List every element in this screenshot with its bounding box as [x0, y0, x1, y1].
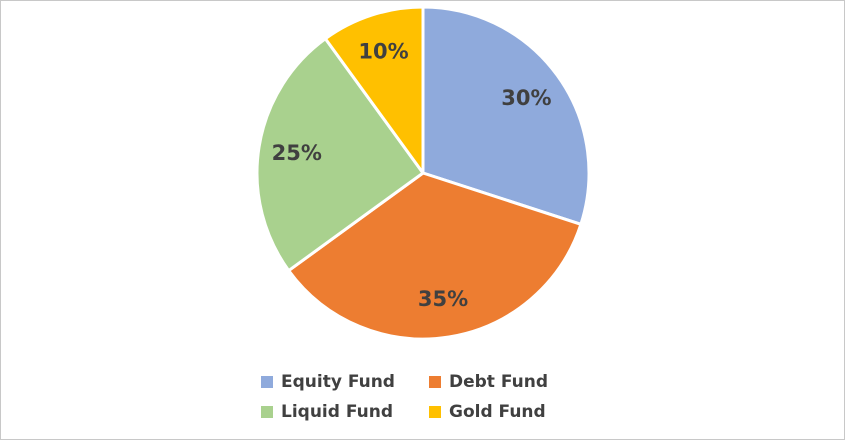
pie-slice-equity-fund: [421, 5, 591, 226]
legend: Equity Fund Debt Fund Liquid Fund Gold F…: [261, 371, 569, 423]
legend-label-equity-fund: Equity Fund: [281, 372, 395, 392]
legend-swatch-debt-fund: [429, 376, 441, 388]
data-label-liquid-fund: 25%: [272, 141, 322, 165]
legend-item-debt-fund: Debt Fund: [429, 371, 569, 393]
pie-slice-debt-fund: [287, 171, 583, 341]
data-label-equity-fund: 30%: [501, 86, 551, 110]
pie-data-labels: 30% 35% 25% 10%: [272, 39, 552, 311]
data-label-debt-fund: 35%: [418, 287, 468, 311]
legend-swatch-gold-fund: [429, 406, 441, 418]
legend-label-gold-fund: Gold Fund: [449, 402, 546, 422]
legend-label-liquid-fund: Liquid Fund: [281, 402, 393, 422]
data-label-gold-fund: 10%: [358, 39, 408, 63]
pie-slice-liquid-fund: [255, 37, 425, 273]
legend-label-debt-fund: Debt Fund: [449, 372, 548, 392]
legend-item-equity-fund: Equity Fund: [261, 371, 429, 393]
legend-item-gold-fund: Gold Fund: [429, 401, 569, 423]
legend-item-liquid-fund: Liquid Fund: [261, 401, 429, 423]
pie-slice-gold-fund: [323, 5, 425, 175]
legend-swatch-equity-fund: [261, 376, 273, 388]
legend-swatch-liquid-fund: [261, 406, 273, 418]
pie-slices: [255, 5, 591, 341]
